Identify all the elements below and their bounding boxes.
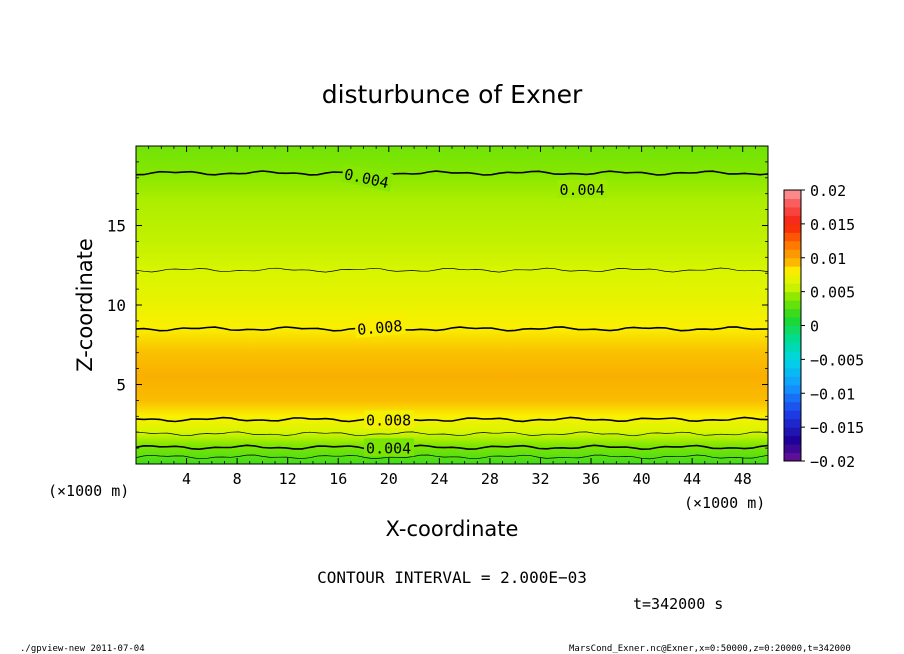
x-tick-label: 40 (633, 470, 651, 488)
x-tick-label: 4 (182, 470, 191, 488)
colorbar-segment (784, 410, 801, 420)
colorbar-segment (784, 232, 801, 242)
x-unit-right: (×1000 m) (684, 494, 765, 512)
contour-label-text: 0.004 (366, 439, 411, 457)
x-axis: 4 8 12 16 20 24 28 32 36 40 44 48 (148, 146, 756, 488)
colorbar-segment (784, 325, 801, 335)
contour-line (136, 444, 768, 451)
contour-line (136, 431, 768, 437)
color-field (136, 146, 768, 464)
colorbar-segment (784, 401, 801, 411)
x-unit-left: (×1000 m) (48, 482, 129, 500)
colorbar-segment (784, 317, 801, 326)
colorbar-segment (784, 393, 801, 403)
colorbar-tick-label: 0.005 (810, 284, 855, 302)
contour-line (136, 416, 768, 423)
x-axis-label: X-coordinate (386, 517, 519, 541)
colorbar-tick-label: 0.015 (810, 216, 855, 234)
x-tick-label: 32 (531, 470, 549, 488)
colorbar-segment (784, 283, 801, 293)
colorbar-segment (784, 359, 801, 369)
colorbar-segment (784, 240, 801, 250)
colorbar-tick-label: 0.02 (810, 182, 846, 200)
x-tick-label: 24 (430, 470, 448, 488)
colorbar-segment (784, 206, 801, 216)
x-tick-label: 16 (329, 470, 347, 488)
colorbar-tick-label: 0.01 (810, 250, 846, 268)
colorbar-segment (784, 452, 801, 462)
colorbar: 0.02 0.015 0.01 0.005 0 −0.005 −0.01 −0.015 −0.0… (783, 182, 864, 471)
contour-label-text: 0.008 (366, 411, 411, 429)
x-tick-label: 8 (233, 470, 242, 488)
footer-right: MarsCond_Exner.nc@Exner,x=0:50000,z=0:20… (569, 644, 851, 654)
contour-label-text: 0.004 (559, 181, 604, 199)
y-axis: 5 10 15 (107, 161, 768, 449)
colorbar-tick-label: −0.015 (810, 419, 864, 437)
x-tick-label: 44 (683, 470, 701, 488)
x-tick-label: 48 (734, 470, 752, 488)
contour-line (136, 326, 768, 332)
chart-title: disturbunce of Exner (322, 80, 583, 109)
x-tick-label: 12 (279, 470, 297, 488)
colorbar-segment (784, 435, 801, 445)
colorbar-segment (784, 384, 801, 394)
colorbar-segment (784, 215, 801, 225)
colorbar-segment (784, 444, 801, 454)
colorbar-segment (784, 418, 801, 428)
colorbar-segment (784, 376, 801, 386)
x-tick-label: 28 (481, 470, 499, 488)
colorbar-segment (784, 350, 801, 360)
contour-line (136, 454, 768, 460)
colorbar-segment (784, 300, 801, 310)
x-tick-label: 20 (380, 470, 398, 488)
x-tick-label: 36 (582, 470, 600, 488)
colorbar-tick-label: −0.005 (810, 351, 864, 369)
colorbar-segment (784, 367, 801, 377)
colorbar-segment (784, 223, 801, 233)
y-tick-label: 5 (116, 376, 126, 395)
colorbar-segment (784, 257, 801, 267)
contour-label: 0.004 (557, 179, 608, 199)
colorbar-segment (784, 427, 801, 437)
colorbar-segment (784, 198, 801, 208)
colorbar-segment (784, 291, 801, 301)
colorbar-segment (784, 333, 801, 343)
contour-label: 0.008 (354, 315, 406, 339)
y-tick-label: 15 (107, 217, 126, 236)
footer-left: ./gpview-new 2011-07-04 (20, 644, 145, 654)
colorbar-segment (784, 266, 801, 276)
contour-line (136, 170, 768, 176)
contour-line (136, 267, 768, 273)
contour-lines (136, 170, 768, 460)
colorbar-tick-label: −0.02 (810, 453, 855, 471)
y-tick-label: 10 (107, 296, 126, 315)
colorbar-tick-label: −0.01 (810, 385, 855, 403)
contour-label-text: 0.008 (357, 317, 404, 339)
colorbar-tick-label: 0 (810, 318, 819, 336)
contour-interval: CONTOUR INTERVAL = 2.000E−03 (317, 568, 587, 587)
colorbar-segment (784, 190, 801, 199)
colorbar-segment (784, 274, 801, 284)
colorbar-segment (784, 249, 801, 259)
colorbar-segment (784, 308, 801, 318)
time-label: t=342000 s (633, 595, 723, 613)
colorbar-segment (784, 342, 801, 352)
contour-label: 0.004 (364, 438, 415, 457)
contour-label: 0.008 (364, 410, 415, 429)
y-axis-label: Z-coordinate (73, 238, 97, 372)
